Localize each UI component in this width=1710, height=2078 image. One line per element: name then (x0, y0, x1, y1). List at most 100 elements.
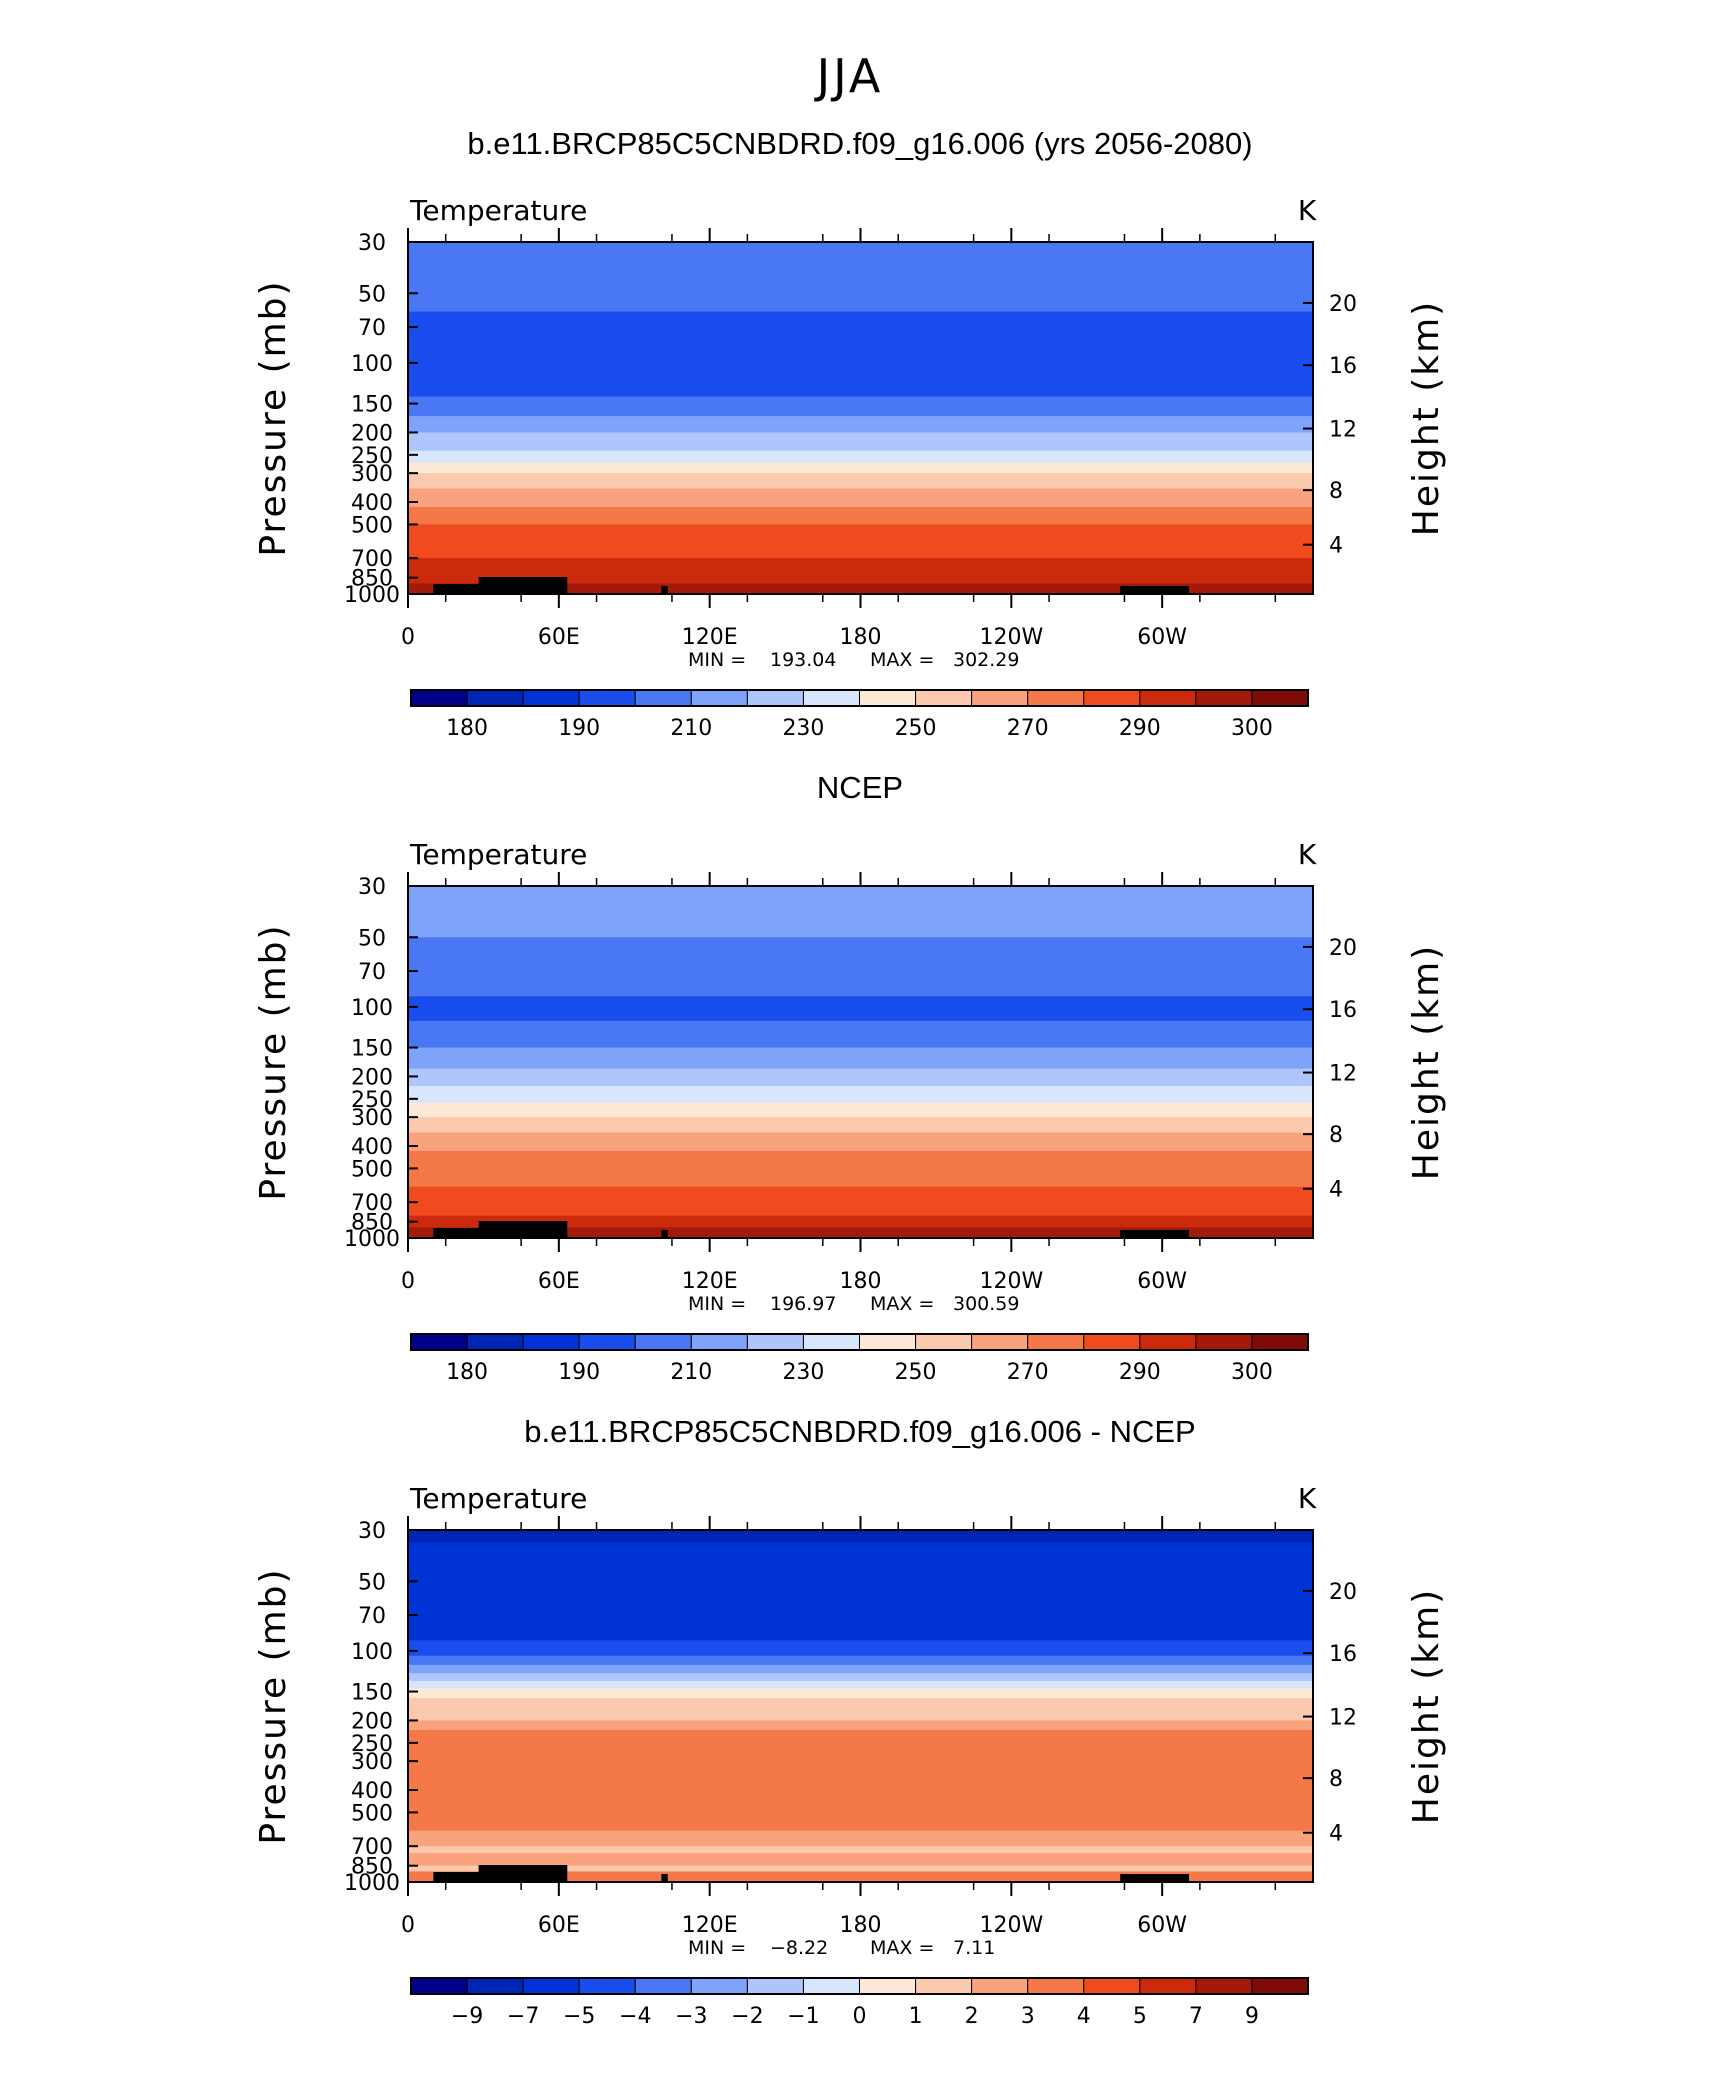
colorbar-swatch (522, 1977, 580, 1995)
pressure-tick-label: 400 (351, 491, 393, 516)
topography-mask (661, 586, 668, 594)
contour-band (408, 432, 1313, 452)
topography-mask (478, 1221, 568, 1238)
lon-tick-label: 120E (682, 625, 738, 650)
colorbar-frame (410, 689, 1309, 707)
contour-band (408, 1655, 1313, 1666)
colorbar: 180 190 210 230 250 270 290 300 (410, 689, 1309, 741)
min-label: MIN = (688, 1293, 746, 1315)
colorbar-label: 180 (446, 1360, 488, 1385)
contour-band (408, 1865, 1313, 1873)
contour-band (408, 1102, 1313, 1118)
pressure-tick-label: 300 (351, 462, 393, 487)
lon-tick-label: 60W (1137, 1269, 1187, 1294)
colorbar-swatch (634, 689, 692, 707)
colorbar-swatch (522, 689, 580, 707)
pressure-tick-label: 250 (351, 444, 393, 469)
contour-band (408, 542, 1313, 559)
contour-band (408, 1664, 1313, 1674)
units-label: K (1298, 1482, 1317, 1515)
colorbar-swatch (1195, 689, 1253, 707)
max-label: MAX = (870, 1293, 934, 1315)
lon-tick-label: 60E (538, 625, 580, 650)
colorbar-swatch (746, 1333, 804, 1351)
y-axis-label: Pressure (mb) (253, 279, 294, 556)
max-value: 300.59 (953, 1293, 1019, 1315)
panel-title: b.e11.BRCP85C5CNBDRD.f09_g16.006 (yrs 20… (467, 126, 1252, 161)
height-tick-label: 12 (1329, 1062, 1357, 1087)
contour-band (408, 372, 1313, 398)
colorbar-swatch (1083, 689, 1141, 707)
contour-band (408, 1698, 1313, 1722)
colorbar-swatch (859, 689, 917, 707)
contour-band (408, 1871, 1313, 1882)
colorbar-swatch (690, 1333, 748, 1351)
colorbar-swatch (466, 1977, 524, 1995)
max-label: MAX = (870, 649, 934, 671)
contour-band (408, 1530, 1313, 1544)
colorbar-label: −7 (507, 2004, 539, 2029)
contour-band (408, 1688, 1313, 1699)
topography-mask (1120, 1230, 1190, 1238)
contour-fill (408, 886, 1313, 1238)
contour-band (408, 1846, 1313, 1854)
contour-band (408, 488, 1313, 508)
max-value: 302.29 (953, 649, 1019, 671)
colorbar-swatch (690, 689, 748, 707)
lon-tick-label: 60W (1137, 625, 1187, 650)
height-tick-label: 16 (1329, 998, 1357, 1023)
colorbar-swatch (1139, 1333, 1197, 1351)
pressure-tick-label: 150 (351, 1681, 393, 1706)
contour-band (408, 1853, 1313, 1867)
colorbar-swatch (915, 1333, 973, 1351)
lon-tick-label: 60W (1137, 1913, 1187, 1938)
colorbar-swatch (859, 1333, 917, 1351)
colorbar-label: 190 (558, 1360, 600, 1385)
colorbar-label: 5 (1133, 2004, 1147, 2029)
contour-band (408, 1020, 1313, 1049)
pressure-tick-label: 250 (351, 1088, 393, 1113)
colorbar-label: 290 (1119, 1360, 1161, 1385)
pressure-tick-label: 1000 (344, 1227, 400, 1252)
max-value: 7.11 (953, 1937, 995, 1959)
contour-band (408, 311, 1313, 374)
colorbar-label: 2 (965, 2004, 979, 2029)
contour-band (408, 1830, 1313, 1847)
colorbar-swatch (1027, 1977, 1085, 1995)
colorbar-label: 230 (782, 716, 824, 741)
colorbar-swatch (466, 1333, 524, 1351)
height-tick-label: 16 (1329, 1642, 1357, 1667)
height-tick-label: 4 (1329, 1178, 1343, 1203)
lon-tick-label: 180 (840, 1913, 882, 1938)
units-label: K (1298, 838, 1317, 871)
min-value: −8.22 (770, 1937, 828, 1959)
contour-band (408, 1640, 1313, 1657)
contour-band (408, 506, 1313, 526)
lon-tick-label: 60E (538, 1269, 580, 1294)
pressure-tick-label: 30 (358, 875, 386, 900)
pressure-tick-label: 500 (351, 513, 393, 538)
colorbar-swatch (634, 1977, 692, 1995)
pressure-tick-label: 850 (351, 567, 393, 592)
colorbar-swatch (1027, 1333, 1085, 1351)
contour-band (408, 1720, 1313, 1731)
height-tick-label: 16 (1329, 354, 1357, 379)
colorbar-swatch (410, 689, 468, 707)
pressure-tick-label: 70 (358, 1604, 386, 1629)
contour-band (408, 1117, 1313, 1134)
contour-band (408, 416, 1313, 434)
pressure-tick-label: 850 (351, 1855, 393, 1880)
height-tick-label: 4 (1329, 534, 1343, 559)
pressure-tick-label: 500 (351, 1801, 393, 1826)
contour-fill (408, 1530, 1313, 1882)
pressure-tick-label: 150 (351, 1037, 393, 1062)
lon-tick-label: 120W (979, 625, 1043, 650)
contour-band (408, 1202, 1313, 1217)
pressure-tick-label: 850 (351, 1211, 393, 1236)
colorbar-swatch (466, 689, 524, 707)
lon-tick-label: 120E (682, 1269, 738, 1294)
y-axis-right-label: Height (km) (1406, 1588, 1447, 1824)
colorbar: −9 −7 −5 −4 −3 −2 −1 0 1 2 3 4 5 7 9 (410, 1977, 1309, 2029)
colorbar-label: 270 (1007, 1360, 1049, 1385)
